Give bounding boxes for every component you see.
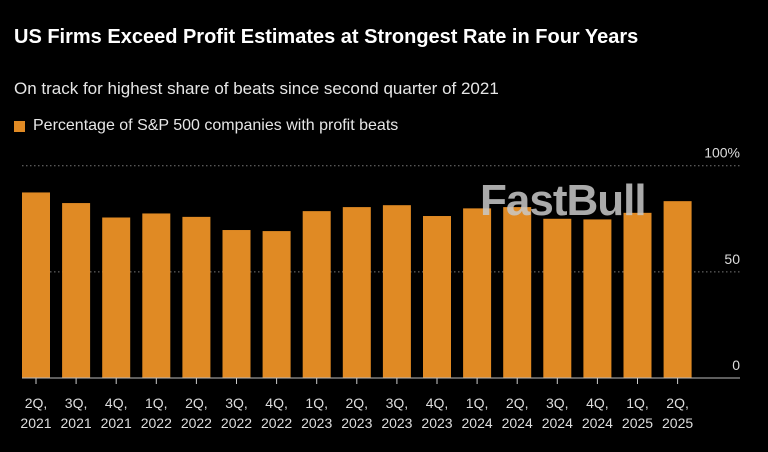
x-tick-label: 3Q, 2022: [221, 395, 252, 431]
chart-subtitle: On track for highest share of beats sinc…: [14, 79, 499, 98]
x-tick-label: 2Q, 2024: [502, 395, 533, 431]
x-tick-label: 4Q, 2024: [582, 395, 613, 431]
bar: [463, 208, 492, 378]
x-tick-label: 1Q, 2023: [301, 395, 332, 431]
bar: [302, 211, 331, 378]
x-tick-label: 2Q, 2022: [181, 395, 212, 431]
legend-label: Percentage of S&P 500 companies with pro…: [33, 117, 399, 134]
bar: [22, 192, 50, 378]
x-tick-label: 3Q, 2024: [542, 395, 573, 431]
bar: [583, 219, 612, 378]
bar: [62, 203, 91, 378]
x-tick-label: 1Q, 2025: [622, 395, 653, 431]
y-tick-label: 50: [724, 251, 740, 267]
bar: [102, 217, 131, 378]
bar: [262, 231, 291, 378]
x-tick-label: 4Q, 2021: [101, 395, 132, 431]
x-tick-label: 3Q, 2021: [61, 395, 92, 431]
bar: [382, 205, 411, 378]
bar: [222, 230, 251, 378]
y-tick-label: 0: [732, 357, 740, 373]
bar: [182, 216, 211, 378]
bar: [342, 207, 371, 378]
chart-title: US Firms Exceed Profit Estimates at Stro…: [14, 26, 639, 48]
x-tick-label: 4Q, 2022: [261, 395, 292, 431]
bar: [142, 213, 171, 378]
bar: [623, 212, 652, 378]
x-tick-label: 2Q, 2023: [341, 395, 372, 431]
x-tick-label: 2Q, 2025: [662, 395, 693, 431]
x-tick-label: 4Q, 2023: [421, 395, 452, 431]
x-tick-label: 3Q, 2023: [381, 395, 412, 431]
legend-swatch: [14, 120, 25, 132]
x-tick-label: 1Q, 2024: [462, 395, 493, 431]
bar: [663, 201, 692, 378]
bar: [503, 207, 532, 378]
x-tick-label: 1Q, 2022: [141, 395, 172, 431]
x-tick-label: 2Q, 2021: [20, 395, 51, 431]
legend: Percentage of S&P 500 companies with pro…: [14, 116, 398, 136]
bar: [543, 218, 572, 378]
watermark-logo: FastBull: [480, 176, 647, 225]
bar: [423, 216, 451, 378]
y-tick-label: 100%: [704, 145, 740, 161]
